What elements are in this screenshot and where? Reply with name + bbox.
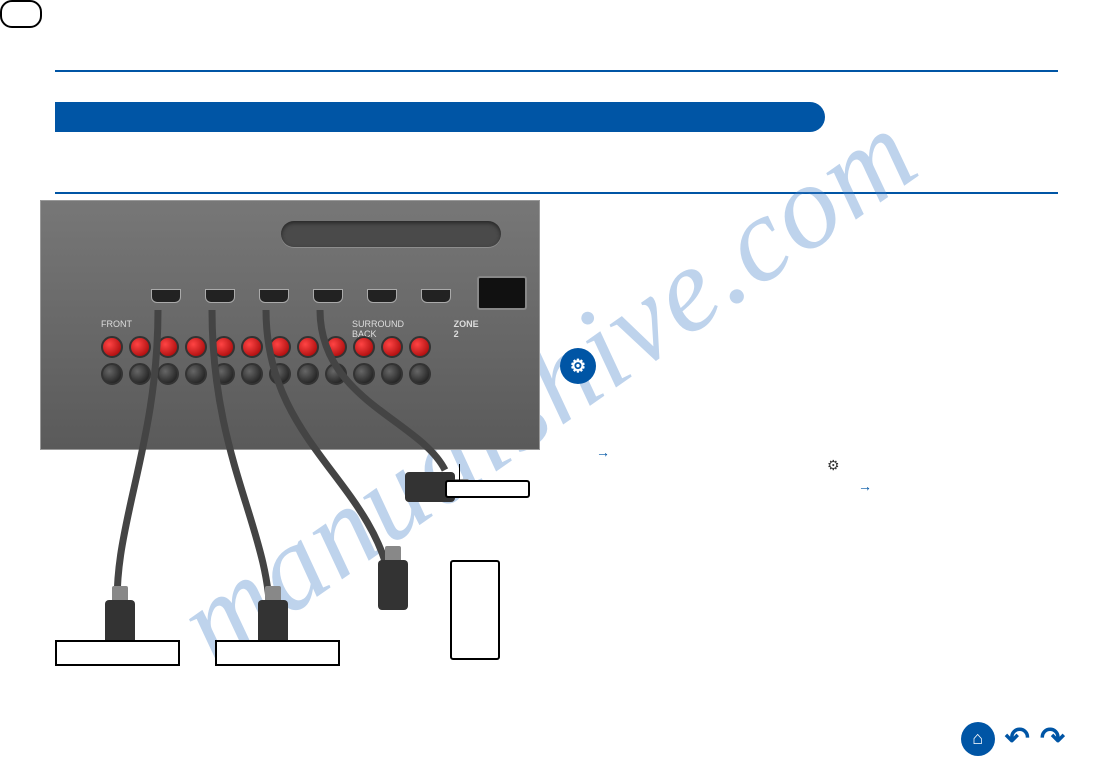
hdmi-in-row xyxy=(151,289,451,303)
terminal xyxy=(325,336,347,358)
link-arrow[interactable]: → xyxy=(858,478,872,494)
terminal xyxy=(353,336,375,358)
terminal xyxy=(241,336,263,358)
terminal xyxy=(213,336,235,358)
terminal xyxy=(325,363,347,385)
terminal xyxy=(241,363,263,385)
terminal xyxy=(409,336,431,358)
hdmi-in-2 xyxy=(205,289,235,303)
game-console xyxy=(450,560,500,660)
home-icon: ⌂ xyxy=(972,728,983,749)
hdmi-in-1 xyxy=(151,289,181,303)
hdmi-in-5 xyxy=(367,289,397,303)
setup-badge-icon: ⚙ xyxy=(560,348,596,384)
terminal xyxy=(185,363,207,385)
forward-button[interactable]: ↷ xyxy=(1040,721,1065,756)
receiver-back-panel: FRONT SURROUND BACK ZONE 2 xyxy=(40,200,540,450)
terminal xyxy=(157,336,179,358)
gear-icon: ⚙ xyxy=(570,356,586,377)
link-arrow[interactable]: → xyxy=(596,444,610,460)
terminal xyxy=(269,363,291,385)
speaker-terminals-bottom xyxy=(101,363,431,385)
gamepad-icon xyxy=(0,0,42,28)
ac-inlet xyxy=(477,276,527,310)
vent-slot xyxy=(281,221,501,247)
hdmi-in-3 xyxy=(259,289,289,303)
speaker-terminals xyxy=(101,336,431,358)
terminal xyxy=(297,336,319,358)
hdmi-in-4 xyxy=(313,289,343,303)
section-title-bar xyxy=(55,102,825,132)
terminal xyxy=(129,336,151,358)
top-divider xyxy=(55,70,1058,72)
terminal xyxy=(297,363,319,385)
hdmi-plug xyxy=(378,560,408,610)
terminal xyxy=(101,363,123,385)
label-zone2: ZONE 2 xyxy=(454,319,479,333)
terminal xyxy=(185,336,207,358)
home-button[interactable]: ⌂ xyxy=(961,722,995,756)
terminal xyxy=(129,363,151,385)
terminal xyxy=(157,363,179,385)
terminal xyxy=(381,363,403,385)
terminal xyxy=(409,363,431,385)
cable-set-top-box xyxy=(215,640,340,666)
terminal xyxy=(353,363,375,385)
gear-icon: ⚙ xyxy=(827,457,840,474)
bd-dvd-player xyxy=(55,640,180,666)
speaker-section-labels: FRONT SURROUND BACK ZONE 2 xyxy=(101,319,479,333)
label-front: FRONT xyxy=(101,319,132,333)
terminal xyxy=(101,336,123,358)
section-divider xyxy=(55,192,1058,194)
page-nav: ⌂ ↶ ↷ xyxy=(961,721,1065,756)
terminal xyxy=(213,363,235,385)
hdmi-in-6 xyxy=(421,289,451,303)
terminal xyxy=(269,336,291,358)
streaming-box xyxy=(445,480,530,498)
label-surround-back: SURROUND BACK xyxy=(352,319,414,333)
terminal xyxy=(381,336,403,358)
back-button[interactable]: ↶ xyxy=(1005,721,1030,756)
